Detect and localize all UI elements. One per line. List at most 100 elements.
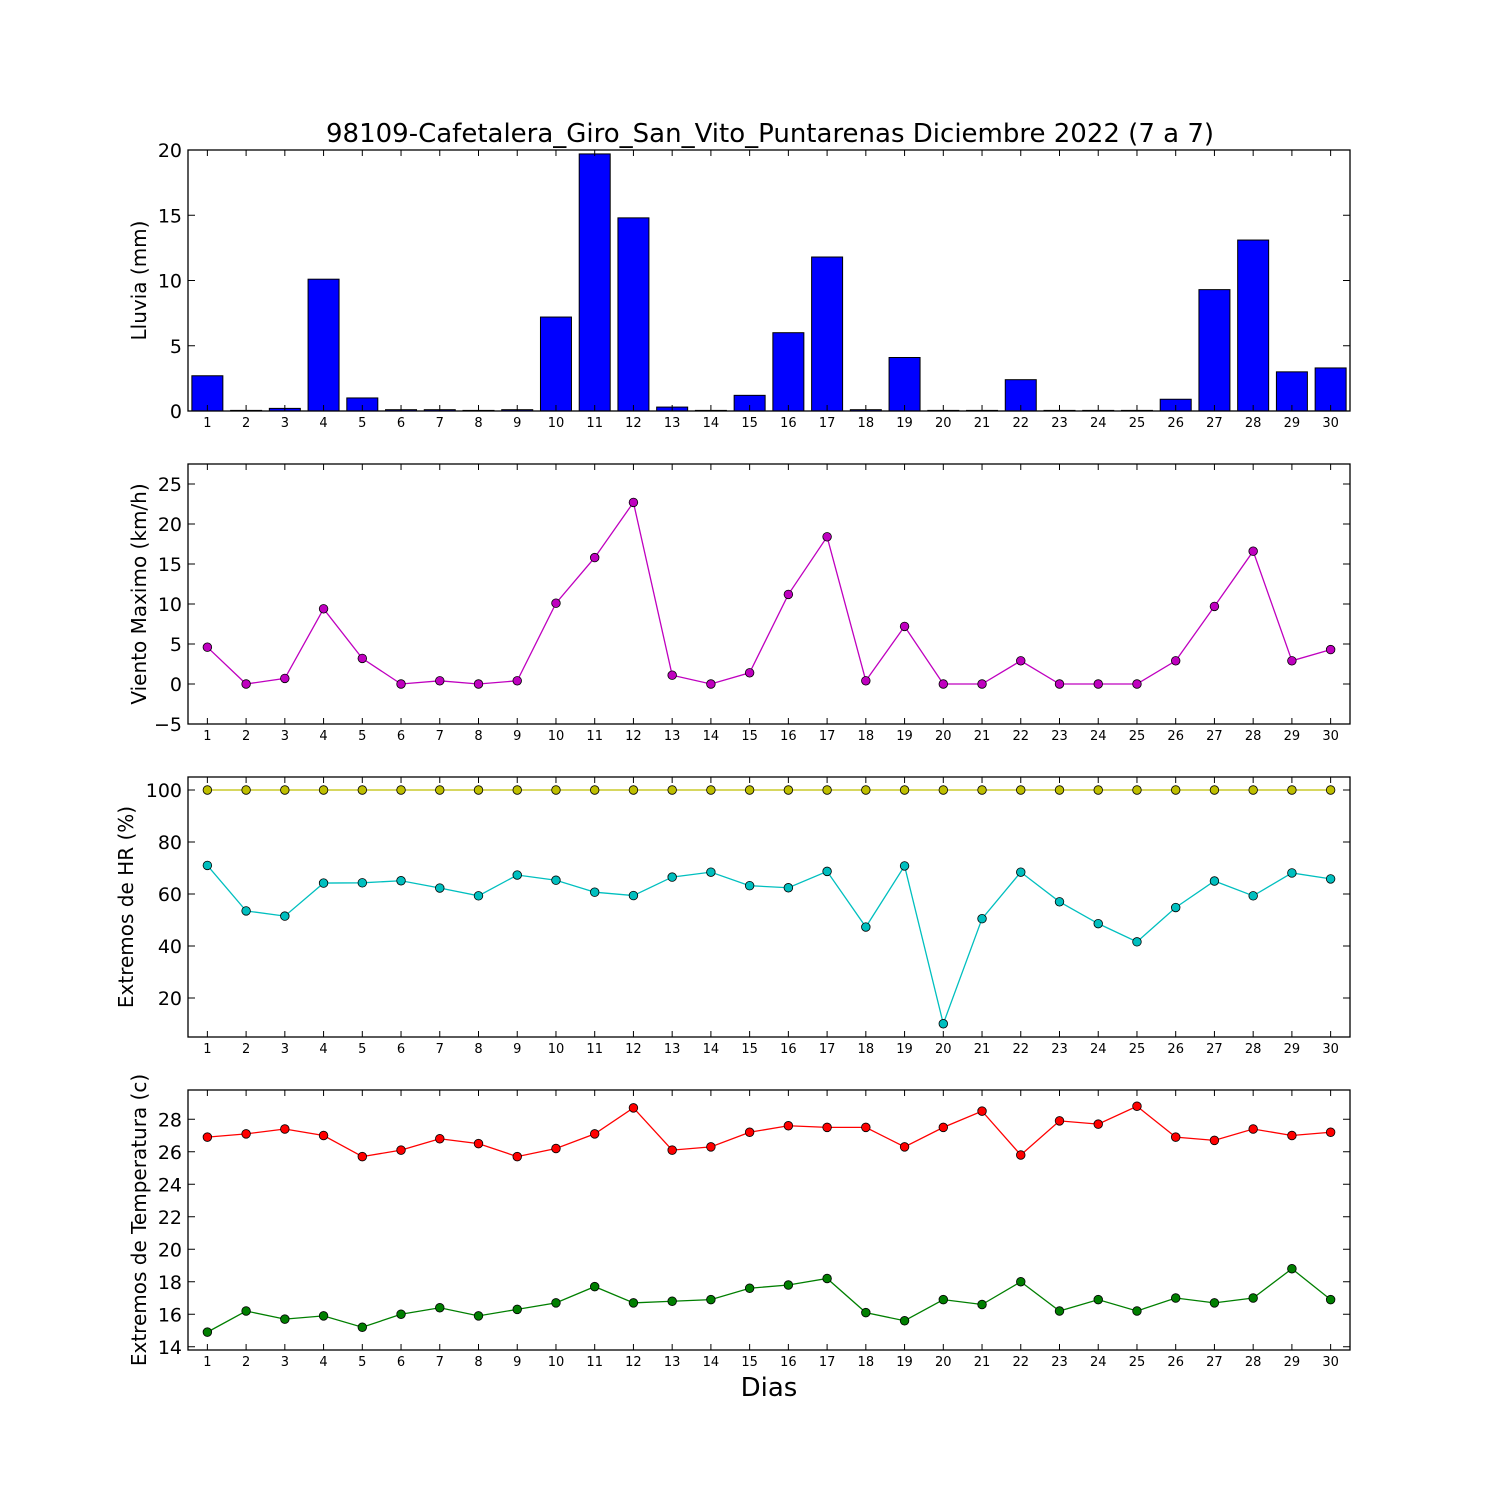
series-1-point-day-16 [783, 589, 794, 600]
x-tick-label: 7 [436, 1355, 444, 1370]
series-2-point-day-15 [744, 1283, 755, 1293]
series-1-point-day-14 [706, 785, 716, 795]
y-tick-label: 15 [158, 554, 182, 576]
series-1-point-day-24 [1093, 679, 1103, 689]
x-tick-label: 25 [1129, 1355, 1146, 1370]
series-1-point-day-28 [1248, 546, 1258, 556]
series-1-point-day-7 [435, 676, 445, 686]
x-tick-label: 6 [397, 1355, 405, 1370]
y-tick-label: 15 [158, 205, 182, 227]
series-2-point-day-1 [202, 1327, 213, 1337]
series-2-point-day-7 [435, 1303, 445, 1313]
series-1-point-day-20 [938, 1122, 949, 1133]
series-2-point-day-13 [667, 1296, 677, 1306]
series-1-point-day-6 [396, 679, 406, 689]
y-tick-label: 60 [158, 884, 182, 906]
series-2-point-day-24 [1093, 918, 1103, 929]
series-2-point-day-20 [938, 1294, 949, 1305]
x-tick-label: 8 [474, 1355, 482, 1370]
series-1-point-day-30 [1325, 785, 1336, 795]
x-tick-label: 4 [319, 416, 327, 431]
x-tick-label: 8 [474, 416, 482, 431]
x-tick-label: 26 [1167, 1042, 1184, 1057]
series-1-point-day-22 [1016, 656, 1026, 666]
series-1-point-day-10 [551, 598, 561, 608]
x-tick-label: 15 [741, 416, 758, 431]
series-1-point-day-19 [899, 1142, 910, 1152]
series-1-point-day-16 [783, 785, 794, 795]
x-tick-label: 6 [397, 1042, 405, 1057]
x-tick-label: 7 [436, 416, 444, 431]
series-1-point-day-11 [590, 785, 600, 795]
x-axis-label: Dias [741, 1373, 798, 1403]
x-tick-label: 11 [586, 416, 603, 431]
y-tick-label: −5 [154, 714, 182, 736]
x-tick-label: 9 [513, 729, 521, 744]
y-axis-label: Lluvia (mm) [127, 221, 151, 341]
series-2-point-day-5 [357, 1322, 368, 1332]
series-2-point-day-5 [357, 878, 368, 888]
x-tick-label: 11 [586, 1042, 603, 1057]
x-tick-label: 5 [358, 1042, 366, 1057]
x-tick-label: 28 [1245, 416, 1262, 431]
y-tick-label: 16 [158, 1304, 182, 1326]
x-tick-label: 4 [319, 729, 327, 744]
series-2-point-day-26 [1170, 902, 1181, 913]
x-tick-label: 18 [858, 1042, 875, 1057]
series-1-line [206, 500, 1331, 685]
series-2-point-day-28 [1248, 1293, 1258, 1303]
series-1-point-day-4 [318, 604, 329, 614]
series-2-point-day-27 [1209, 1298, 1220, 1308]
y-axis-label: Viento Maximo (km/h) [127, 483, 151, 704]
x-tick-label: 27 [1206, 729, 1223, 744]
series-2-point-day-8 [473, 891, 484, 901]
series-2-point-day-1 [202, 860, 213, 871]
x-tick-label: 2 [242, 1355, 250, 1370]
series-2-point-day-12 [628, 890, 639, 901]
x-tick-label: 16 [780, 416, 797, 431]
series-2-point-day-19 [899, 1316, 910, 1326]
x-tick-label: 28 [1245, 1355, 1262, 1370]
x-tick-label: 24 [1090, 729, 1107, 744]
bar-day-11 [578, 153, 611, 412]
plot-frame [187, 776, 1351, 1038]
series-1-point-day-3 [280, 1124, 290, 1134]
series-1-point-day-12 [628, 497, 639, 508]
series-1-point-day-27 [1209, 785, 1220, 795]
series-1-point-day-2 [241, 679, 251, 689]
series-1-point-day-11 [590, 1129, 600, 1139]
x-tick-label: 19 [896, 416, 913, 431]
x-tick-label: 23 [1051, 729, 1068, 744]
x-tick-label: 9 [513, 416, 521, 431]
x-tick-label: 16 [780, 1042, 797, 1057]
series-1-point-day-10 [551, 1143, 561, 1154]
series-1-point-day-9 [512, 676, 522, 686]
x-tick-label: 21 [974, 1042, 991, 1057]
x-tick-label: 26 [1167, 416, 1184, 431]
series-2-point-day-28 [1248, 891, 1258, 901]
series-1-point-day-29 [1287, 656, 1297, 666]
series-1-point-day-4 [318, 785, 329, 795]
series-1-point-day-9 [512, 1151, 522, 1162]
series-1-point-day-17 [822, 785, 832, 795]
series-1-point-day-21 [977, 1106, 987, 1116]
series-1-point-day-24 [1093, 785, 1103, 795]
x-tick-label: 3 [281, 729, 289, 744]
x-tick-label: 26 [1167, 729, 1184, 744]
bar-day-10 [539, 316, 572, 412]
x-tick-label: 28 [1245, 729, 1262, 744]
x-tick-label: 1 [203, 1355, 211, 1370]
series-1-point-day-15 [744, 785, 755, 795]
x-tick-label: 14 [703, 416, 720, 431]
y-tick-label: 20 [158, 514, 182, 536]
series-2-point-day-7 [435, 883, 445, 893]
series-1-point-day-19 [899, 785, 910, 795]
x-tick-label: 29 [1284, 1042, 1301, 1057]
y-tick-label: 5 [170, 634, 182, 656]
series-2-point-day-2 [241, 906, 251, 916]
series-1-point-day-21 [977, 679, 987, 689]
series-1-point-day-19 [899, 621, 910, 632]
x-tick-label: 21 [974, 416, 991, 431]
x-tick-label: 15 [741, 1042, 758, 1057]
